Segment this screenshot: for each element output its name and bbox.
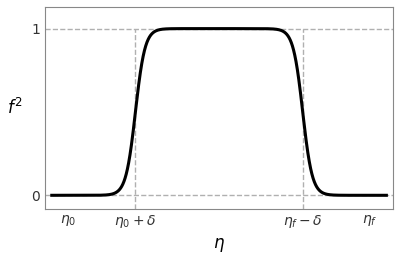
X-axis label: $\eta$: $\eta$ <box>213 236 225 254</box>
Y-axis label: $f^2$: $f^2$ <box>7 98 22 118</box>
